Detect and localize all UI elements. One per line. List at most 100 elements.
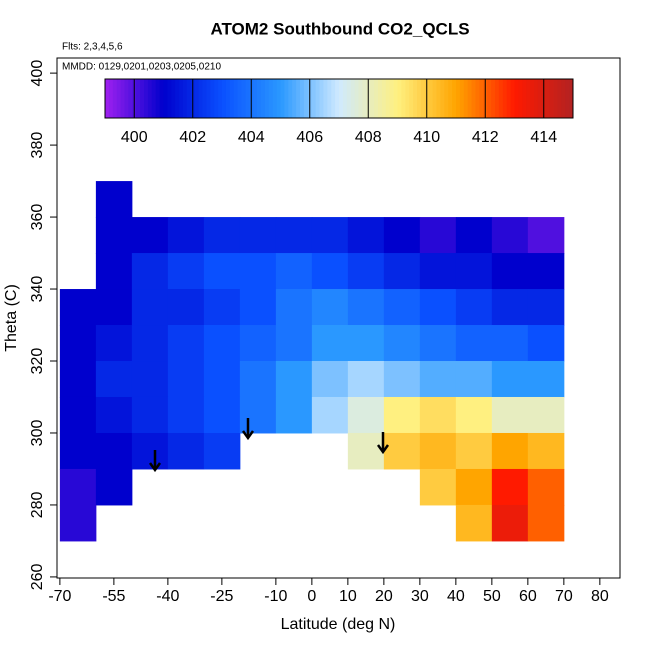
colorbar-slice bbox=[428, 79, 434, 118]
heat-cell bbox=[419, 396, 457, 434]
colorbar-slice bbox=[229, 79, 235, 118]
colorbar-slice bbox=[553, 79, 558, 118]
heat-cell bbox=[95, 432, 133, 470]
colorbar-slice bbox=[545, 79, 551, 118]
heat-cell bbox=[203, 361, 241, 398]
colorbar-slice bbox=[495, 79, 500, 118]
plot-frame bbox=[56, 57, 621, 579]
heat-cell bbox=[419, 217, 457, 254]
heat-cell bbox=[347, 432, 385, 470]
colorbar-slice bbox=[339, 79, 344, 118]
heat-cell bbox=[383, 217, 421, 254]
x-tick-label: 30 bbox=[411, 588, 429, 605]
heat-cell bbox=[131, 361, 169, 398]
heat-cell bbox=[95, 396, 133, 434]
x-tick-label: 60 bbox=[519, 588, 537, 605]
y-tick-label: 320 bbox=[29, 348, 46, 375]
colorbar-slice bbox=[179, 79, 184, 118]
colorbar-slice bbox=[569, 79, 574, 118]
x-tick-label: -55 bbox=[102, 588, 125, 605]
x-tick-label: 10 bbox=[339, 588, 357, 605]
colorbar-slice bbox=[417, 79, 422, 118]
colorbar-slice bbox=[475, 79, 480, 118]
heat-cell bbox=[275, 253, 313, 290]
colorbar-slice bbox=[210, 79, 215, 118]
colorbar-slice bbox=[167, 79, 172, 118]
colorbar-slice bbox=[292, 79, 297, 118]
heat-cell bbox=[491, 504, 529, 542]
heat-cell bbox=[95, 253, 133, 290]
colorbar-slice bbox=[175, 79, 180, 118]
heat-cell bbox=[203, 325, 241, 362]
colorbar-slice bbox=[128, 79, 133, 118]
heat-cell bbox=[455, 325, 493, 362]
heat-cell bbox=[491, 325, 529, 362]
colorbar-slice bbox=[108, 79, 114, 118]
colorbar-slice bbox=[198, 79, 203, 118]
colorbar-slice bbox=[233, 79, 239, 118]
colorbar-slice bbox=[245, 79, 250, 118]
colorbar-slice bbox=[136, 79, 141, 118]
colorbar-slice bbox=[303, 79, 309, 118]
colorbar-slice bbox=[171, 79, 176, 118]
colorbar-slice bbox=[444, 79, 449, 118]
x-tick-label: 0 bbox=[307, 588, 316, 605]
heat-cell bbox=[347, 325, 385, 362]
colorbar-slice bbox=[354, 79, 359, 118]
heat-cell bbox=[167, 432, 205, 470]
colorbar-slice bbox=[296, 79, 301, 118]
colorbar-slice bbox=[530, 79, 535, 118]
heat-cell bbox=[455, 361, 493, 398]
colorbar-slice bbox=[140, 79, 145, 118]
colorbar-slice bbox=[268, 79, 274, 118]
colorbar-slice bbox=[319, 79, 324, 118]
heat-cell bbox=[455, 253, 493, 290]
colorbar-slice bbox=[346, 79, 352, 118]
heat-cell bbox=[311, 289, 349, 326]
heat-cell bbox=[347, 253, 385, 290]
heat-cell bbox=[491, 289, 529, 326]
heat-cell bbox=[419, 253, 457, 290]
colorbar-slice bbox=[534, 79, 539, 118]
colorbar-slice bbox=[491, 79, 496, 118]
y-tick-label: 400 bbox=[29, 60, 46, 87]
colorbar-slice bbox=[112, 79, 118, 118]
colorbar-slice bbox=[549, 79, 554, 118]
colorbar-slice bbox=[358, 79, 363, 118]
colorbar-slice bbox=[537, 79, 543, 118]
colorbar-slice bbox=[206, 79, 211, 118]
colorbar-slice bbox=[120, 79, 125, 118]
heat-cell bbox=[203, 289, 241, 326]
colorbar-slice bbox=[253, 79, 258, 118]
arrow-head bbox=[148, 462, 162, 473]
heat-cell bbox=[419, 289, 457, 326]
heat-cell bbox=[419, 361, 457, 398]
heat-cell bbox=[59, 289, 97, 326]
heat-cell bbox=[59, 468, 97, 506]
heat-cell bbox=[419, 432, 457, 470]
colorbar-slice bbox=[159, 79, 164, 118]
heat-cell bbox=[383, 432, 421, 470]
colorbar-slice bbox=[440, 79, 445, 118]
colorbar-slice bbox=[409, 79, 414, 118]
heat-cell bbox=[131, 217, 169, 254]
heat-cell bbox=[167, 217, 205, 254]
heat-cell bbox=[239, 217, 277, 254]
heat-cell bbox=[491, 432, 529, 470]
heat-cell bbox=[383, 325, 421, 362]
heat-cell bbox=[455, 217, 493, 254]
colorbar-slice bbox=[264, 79, 270, 118]
heat-cell bbox=[527, 396, 565, 434]
heat-cell bbox=[275, 325, 313, 362]
colorbar-slice bbox=[502, 79, 508, 118]
colorbar-slice bbox=[225, 79, 231, 118]
colorbar-slice bbox=[374, 79, 379, 118]
heat-cell bbox=[347, 217, 385, 254]
colorbar-slice bbox=[452, 79, 457, 118]
x-axis-label: Latitude (deg N) bbox=[281, 616, 396, 633]
colorbar-slice bbox=[487, 79, 492, 118]
colorbar-slice bbox=[522, 79, 527, 118]
heat-cell bbox=[167, 253, 205, 290]
colorbar-slice bbox=[514, 79, 519, 118]
heat-cell bbox=[311, 361, 349, 398]
